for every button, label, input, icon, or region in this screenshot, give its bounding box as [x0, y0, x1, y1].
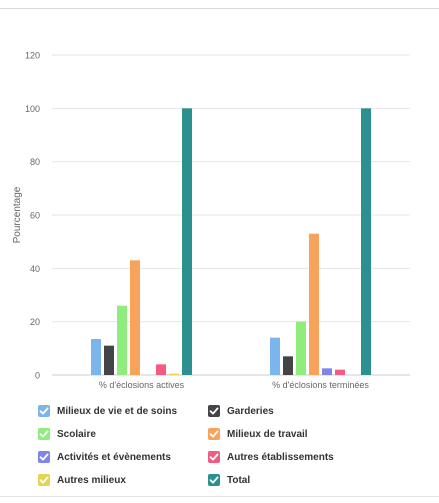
bar-1-0[interactable]	[104, 345, 114, 375]
bar-2-0[interactable]	[117, 305, 127, 375]
y-tick-label: 60	[30, 211, 40, 221]
legend-label: Garderies	[227, 405, 274, 417]
bar-2-1[interactable]	[296, 321, 306, 375]
legend-label: Activités et évènements	[57, 451, 171, 463]
checkbox-checked-icon[interactable]	[38, 451, 50, 463]
checkbox-checked-icon[interactable]	[208, 474, 220, 486]
legend-item[interactable]: Autres milieux	[38, 473, 126, 487]
bar-0-1[interactable]	[270, 337, 280, 375]
bar-5-0[interactable]	[156, 364, 166, 375]
bar-7-1[interactable]	[361, 108, 371, 375]
x-axis-ticks: % d'éclosions actives % d'éclosions termi…	[99, 380, 370, 390]
y-tick-label: 120	[25, 51, 40, 61]
checkbox-checked-icon[interactable]	[208, 405, 220, 417]
legend-label: Milieux de travail	[227, 428, 308, 440]
bars	[91, 108, 371, 375]
legend-item[interactable]: Garderies	[208, 404, 274, 418]
bar-7-0[interactable]	[182, 108, 192, 375]
legend-label: Scolaire	[57, 428, 96, 440]
bar-6-0[interactable]	[169, 373, 179, 375]
legend-item[interactable]: Milieux de travail	[208, 427, 308, 441]
y-tick-label: 20	[30, 317, 40, 327]
bar-3-0[interactable]	[130, 260, 140, 375]
legend-label: Autres milieux	[57, 474, 126, 486]
y-tick-label: 100	[25, 104, 40, 114]
bar-5-1[interactable]	[335, 369, 345, 375]
checkbox-checked-icon[interactable]	[208, 451, 220, 463]
x-tick-label: % d'éclosions actives	[99, 380, 185, 390]
y-axis-ticks: 0 20 40 60 80 100 120	[25, 51, 40, 381]
y-tick-label: 40	[30, 264, 40, 274]
checkbox-checked-icon[interactable]	[208, 428, 220, 440]
legend-label: Milieux de vie et de soins	[57, 405, 178, 417]
gridlines	[52, 54, 410, 376]
legend-item[interactable]: Total	[208, 473, 250, 487]
legend-label: Total	[227, 474, 251, 486]
legend-item[interactable]: Scolaire	[38, 427, 96, 441]
checkbox-checked-icon[interactable]	[38, 474, 50, 486]
bar-1-1[interactable]	[283, 356, 293, 375]
y-tick-label: 0	[35, 371, 40, 381]
y-tick-label: 80	[30, 157, 40, 167]
bottom-divider	[0, 496, 439, 497]
y-axis-label: Pourcentage	[12, 186, 23, 243]
checkbox-checked-icon[interactable]	[38, 405, 50, 417]
top-divider	[0, 8, 439, 9]
bar-4-1[interactable]	[322, 368, 332, 375]
checkbox-checked-icon[interactable]	[38, 428, 50, 440]
bar-chart: 0 20 40 60 80 100 120 Pourcentage % d'éclosion…	[12, 51, 410, 390]
legend-item[interactable]: Activités et évènements	[38, 450, 171, 464]
legend-item[interactable]: Milieux de vie et de soins	[38, 404, 177, 418]
legend-item[interactable]: Autres établissements	[208, 450, 334, 464]
x-tick-label: % d'éclosions terminées	[272, 380, 369, 390]
bar-3-1[interactable]	[309, 233, 319, 375]
legend-label: Autres établissements	[227, 451, 334, 463]
bar-0-0[interactable]	[91, 339, 101, 375]
